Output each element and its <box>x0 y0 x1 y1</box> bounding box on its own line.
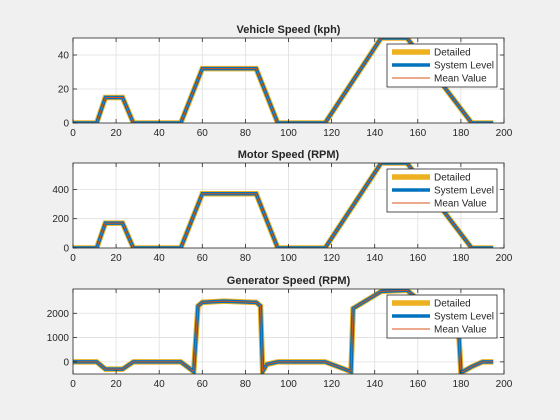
subplot-title: Vehicle Speed (kph) <box>237 24 341 36</box>
x-tick-label: 80 <box>240 128 252 139</box>
x-tick-label: 200 <box>496 253 513 264</box>
x-tick-label: 120 <box>323 128 340 139</box>
legend-label-system-level: System Level <box>434 61 494 72</box>
x-tick-label: 60 <box>197 128 209 139</box>
legend-label-mean-value: Mean Value <box>434 74 487 85</box>
x-tick-label: 0 <box>70 379 76 390</box>
legend: Detailed System Level Mean Value <box>386 43 498 88</box>
y-tick-label: 20 <box>58 85 70 96</box>
x-tick-label: 140 <box>366 253 383 264</box>
y-tick-label: 2000 <box>47 309 70 320</box>
y-tick-label: 200 <box>52 214 69 225</box>
x-tick-label: 60 <box>197 379 209 390</box>
series-mean-value-line <box>73 163 494 248</box>
x-tick-label: 0 <box>70 128 76 139</box>
x-tick-label: 20 <box>111 253 123 264</box>
x-tick-label: 120 <box>323 379 340 390</box>
x-tick-label: 180 <box>453 128 470 139</box>
x-tick-label: 40 <box>154 128 166 139</box>
x-tick-label: 140 <box>366 379 383 390</box>
legend-label-mean-value: Mean Value <box>434 325 487 336</box>
legend: Detailed System Level Mean Value <box>386 168 498 213</box>
x-tick-label: 200 <box>496 379 513 390</box>
x-tick-label: 160 <box>409 379 426 390</box>
x-tick-label: 120 <box>323 253 340 264</box>
y-tick-label: 1000 <box>47 333 70 344</box>
legend-label-detailed: Detailed <box>434 48 471 59</box>
x-tick-label: 140 <box>366 128 383 139</box>
x-tick-label: 80 <box>240 379 252 390</box>
y-tick-label: 40 <box>58 51 70 62</box>
legend-label-detailed: Detailed <box>434 299 471 310</box>
legend: Detailed System Level Mean Value <box>386 294 498 339</box>
legend-label-detailed: Detailed <box>434 173 471 184</box>
x-tick-label: 40 <box>154 379 166 390</box>
x-tick-label: 100 <box>280 253 297 264</box>
legend-label-system-level: System Level <box>434 186 494 197</box>
x-tick-label: 180 <box>453 379 470 390</box>
y-tick-label: 0 <box>63 244 69 255</box>
y-tick-label: 400 <box>52 185 69 196</box>
x-tick-label: 20 <box>111 128 123 139</box>
x-tick-label: 160 <box>409 253 426 264</box>
x-tick-label: 0 <box>70 253 76 264</box>
y-tick-label: 0 <box>63 119 69 130</box>
x-tick-label: 200 <box>496 128 513 139</box>
x-tick-label: 180 <box>453 253 470 264</box>
x-tick-label: 160 <box>409 128 426 139</box>
subplot-2: 0 20 40 60 80 100 120 140 160 180 200 0 200 400 Motor … <box>52 149 512 264</box>
subplot-3: 0 20 40 60 80 100 120 140 160 180 200010002000Gene… <box>47 275 513 390</box>
subplot-title: Motor Speed (RPM) <box>238 149 340 161</box>
x-tick-label: 60 <box>197 253 209 264</box>
y-tick-label: 0 <box>63 357 69 368</box>
x-tick-label: 80 <box>240 253 252 264</box>
x-tick-label: 20 <box>111 379 123 390</box>
series-mean-value-line <box>73 289 494 374</box>
x-tick-label: 100 <box>280 379 297 390</box>
series-mean-value-line <box>73 38 494 123</box>
legend-label-system-level: System Level <box>434 312 494 323</box>
subplot-title: Generator Speed (RPM) <box>227 275 351 287</box>
legend-label-mean-value: Mean Value <box>434 199 487 210</box>
x-tick-label: 100 <box>280 128 297 139</box>
subplot-1: 0 20 40 60 80 100 120 140 160 180 200 0 20 40 Vehicle … <box>58 24 513 139</box>
x-tick-label: 40 <box>154 253 166 264</box>
